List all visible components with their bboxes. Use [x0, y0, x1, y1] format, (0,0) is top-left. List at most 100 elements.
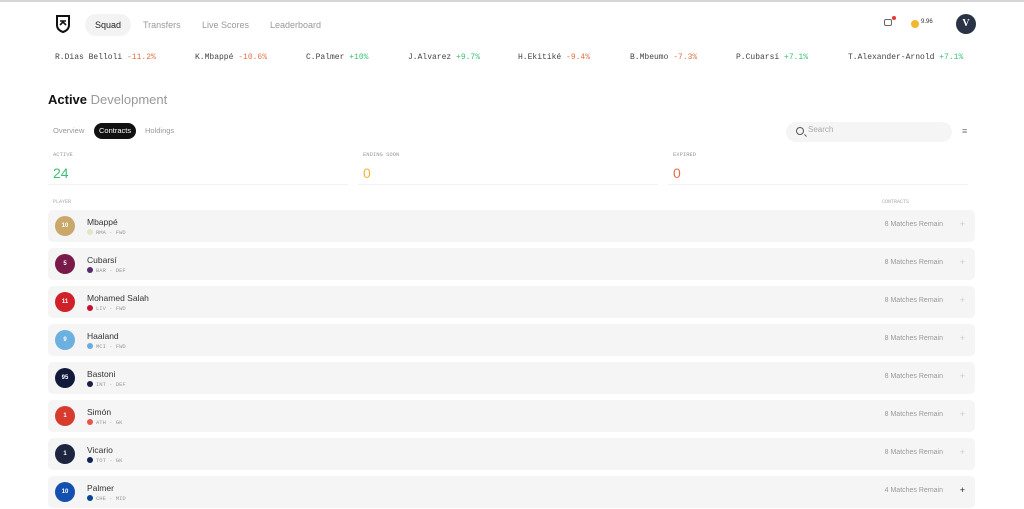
- club-badge-icon: [87, 457, 93, 463]
- search-input[interactable]: [808, 125, 938, 134]
- club-badge-icon: [87, 305, 93, 311]
- club-position: ATH · GK: [96, 419, 123, 426]
- add-contract-button[interactable]: +: [959, 257, 965, 267]
- add-contract-button[interactable]: +: [959, 371, 965, 381]
- add-contract-button[interactable]: +: [959, 333, 965, 343]
- contract-status: 4 Matches Remain: [884, 487, 943, 494]
- ticker-item[interactable]: B.Mbeumo -7.3%: [630, 53, 698, 62]
- player-row[interactable]: 1 Vicario TOT · GK 8 Matches Remain +: [48, 438, 975, 470]
- ticker-item[interactable]: J.Alvarez +9.7%: [408, 53, 481, 62]
- add-contract-button[interactable]: +: [959, 219, 965, 229]
- page-title: Active Development: [48, 92, 168, 107]
- stat-active: ACTIVE 24: [48, 145, 348, 185]
- player-meta: INT · DEF: [87, 381, 126, 388]
- contract-status: 8 Matches Remain: [884, 335, 943, 342]
- player-row[interactable]: 1 Simón ATH · GK 8 Matches Remain +: [48, 400, 975, 432]
- stat-value: 0: [363, 165, 371, 181]
- stat-label: ENDING SOON: [363, 151, 400, 158]
- player-meta: TOT · GK: [87, 457, 122, 464]
- stat-value: 24: [53, 165, 69, 181]
- club-position: BAR · DEF: [96, 267, 126, 274]
- stat-label: ACTIVE: [53, 151, 73, 158]
- player-kit-avatar: 1: [55, 444, 75, 464]
- tab-contracts[interactable]: Contracts: [94, 123, 137, 139]
- player-meta: LIV · FWD: [87, 305, 126, 312]
- tab-overview[interactable]: Overview: [53, 126, 85, 135]
- filter-icon[interactable]: ≡: [962, 126, 968, 136]
- add-contract-button[interactable]: +: [959, 295, 965, 305]
- player-name: Mohamed Salah: [87, 293, 149, 303]
- club-position: CHE · MID: [96, 495, 126, 502]
- club-badge-icon: [87, 267, 93, 273]
- player-kit-avatar: 10: [55, 216, 75, 236]
- player-row[interactable]: 10 Mbappé RMA · FWD 8 Matches Remain +: [48, 210, 975, 242]
- coin-icon: [911, 20, 919, 28]
- club-badge-icon: [87, 419, 93, 425]
- player-row[interactable]: 10 Palmer CHE · MID 4 Matches Remain +: [48, 476, 975, 508]
- contract-status: 8 Matches Remain: [884, 221, 943, 228]
- player-kit-avatar: 9: [55, 330, 75, 350]
- column-header-contracts: CONTRACTS: [882, 199, 910, 205]
- contract-status: 8 Matches Remain: [884, 373, 943, 380]
- nav-tab-leaderboard[interactable]: Leaderboard: [270, 20, 322, 30]
- player-name: Bastoni: [87, 369, 116, 379]
- add-contract-button[interactable]: +: [959, 409, 965, 419]
- club-position: TOT · GK: [96, 457, 123, 464]
- player-row[interactable]: 5 Cubarsí BAR · DEF 8 Matches Remain +: [48, 248, 975, 280]
- ticker-item[interactable]: K.Mbappé -10.6%: [195, 53, 268, 62]
- player-name: Cubarsí: [87, 255, 117, 265]
- contract-status: 8 Matches Remain: [884, 259, 943, 266]
- contract-status: 8 Matches Remain: [884, 297, 943, 304]
- ticker-item[interactable]: T.Alexander-Arnold +7.1%: [848, 53, 964, 62]
- nav-tab-squad[interactable]: Squad: [85, 14, 132, 36]
- club-position: RMA · FWD: [96, 229, 126, 236]
- player-row[interactable]: 95 Bastoni INT · DEF 8 Matches Remain +: [48, 362, 975, 394]
- ticker-item[interactable]: H.Ekitiké -9.4%: [518, 53, 591, 62]
- search-box[interactable]: [786, 122, 952, 142]
- stat-expired: EXPIRED 0: [668, 145, 968, 185]
- player-meta: CHE · MID: [87, 495, 126, 502]
- balance: 9.96: [921, 19, 933, 25]
- notifications-icon[interactable]: [884, 19, 892, 26]
- ticker-item[interactable]: C.Palmer +10%: [306, 53, 369, 62]
- player-meta: ATH · GK: [87, 419, 122, 426]
- player-name: Haaland: [87, 331, 119, 341]
- club-position: MCI · FWD: [96, 343, 126, 350]
- tab-holdings[interactable]: Holdings: [145, 126, 175, 135]
- nav-tab-live-scores[interactable]: Live Scores: [202, 20, 250, 30]
- ticker-item[interactable]: R.Dias Belloli -11.2%: [55, 53, 156, 62]
- player-name: Vicario: [87, 445, 113, 455]
- club-badge-icon: [87, 381, 93, 387]
- player-meta: BAR · DEF: [87, 267, 126, 274]
- contract-stats: ACTIVE 24 ENDING SOON 0 EXPIRED 0: [48, 145, 975, 185]
- club-badge-icon: [87, 343, 93, 349]
- avatar[interactable]: V: [956, 14, 976, 34]
- player-name: Simón: [87, 407, 112, 417]
- club-position: LIV · FWD: [96, 305, 126, 312]
- player-kit-avatar: 11: [55, 292, 75, 312]
- notification-dot: [892, 16, 896, 20]
- player-row[interactable]: 9 Haaland MCI · FWD 8 Matches Remain +: [48, 324, 975, 356]
- ticker-item[interactable]: P.Cubarsí +7.1%: [736, 53, 809, 62]
- player-kit-avatar: 95: [55, 368, 75, 388]
- player-meta: RMA · FWD: [87, 229, 126, 236]
- player-name: Palmer: [87, 483, 114, 493]
- club-badge-icon: [87, 229, 93, 235]
- club-badge-icon: [87, 495, 93, 501]
- add-contract-button[interactable]: +: [959, 447, 965, 457]
- player-kit-avatar: 5: [55, 254, 75, 274]
- add-contract-button[interactable]: +: [959, 485, 965, 495]
- contract-status: 8 Matches Remain: [884, 449, 943, 456]
- stat-ending-soon: ENDING SOON 0: [358, 145, 658, 185]
- player-meta: MCI · FWD: [87, 343, 126, 350]
- stat-label: EXPIRED: [673, 151, 697, 158]
- player-name: Mbappé: [87, 217, 118, 227]
- search-icon: [796, 127, 804, 135]
- logo-icon[interactable]: [55, 15, 71, 33]
- player-row[interactable]: 11 Mohamed Salah LIV · FWD 8 Matches Rem…: [48, 286, 975, 318]
- club-position: INT · DEF: [96, 381, 126, 388]
- nav-tab-transfers[interactable]: Transfers: [143, 20, 181, 30]
- column-header-player: PLAYER: [53, 199, 72, 205]
- player-kit-avatar: 10: [55, 482, 75, 502]
- stat-value: 0: [673, 165, 681, 181]
